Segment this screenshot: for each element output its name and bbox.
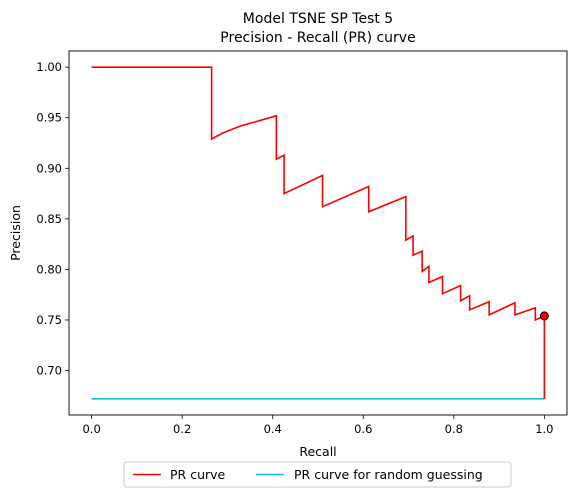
y-tick-label: 0.90 bbox=[36, 161, 62, 175]
operating-point-marker bbox=[539, 311, 549, 321]
legend-label-random: PR curve for random guessing bbox=[294, 467, 483, 482]
legend-frame bbox=[123, 461, 512, 488]
y-tick-label: 1.00 bbox=[36, 60, 62, 74]
y-tick-label: 0.75 bbox=[36, 313, 62, 327]
y-axis-label: Precision bbox=[8, 205, 23, 261]
chart-title-line1: Model TSNE SP Test 5 bbox=[243, 11, 393, 27]
y-tick-label: 0.80 bbox=[36, 262, 62, 276]
series-layer bbox=[91, 66, 549, 400]
x-tick-label: 0.0 bbox=[82, 422, 100, 436]
y-tick-label: 0.70 bbox=[36, 364, 62, 378]
x-axis-label: Recall bbox=[299, 444, 336, 459]
legend: PR curve PR curve for random guessing bbox=[123, 461, 512, 488]
chart-title-line2: Precision - Recall (PR) curve bbox=[220, 30, 415, 46]
x-tick-label: 0.2 bbox=[173, 422, 191, 436]
x-tick-label: 0.8 bbox=[445, 422, 463, 436]
axis-ticks: 0.0 0.2 0.4 0.6 0.8 1.0 0.70 0.75 0.80 0.85 0.90 0.… bbox=[36, 60, 553, 436]
plot-frame bbox=[68, 50, 568, 416]
legend-label-pr-curve: PR curve bbox=[170, 467, 226, 482]
pr-curve-line bbox=[91, 66, 546, 399]
x-tick-label: 0.4 bbox=[264, 422, 282, 436]
x-tick-label: 0.6 bbox=[354, 422, 372, 436]
y-tick-label: 0.95 bbox=[36, 111, 62, 125]
x-tick-label: 1.0 bbox=[535, 422, 553, 436]
y-tick-label: 0.85 bbox=[36, 212, 62, 226]
